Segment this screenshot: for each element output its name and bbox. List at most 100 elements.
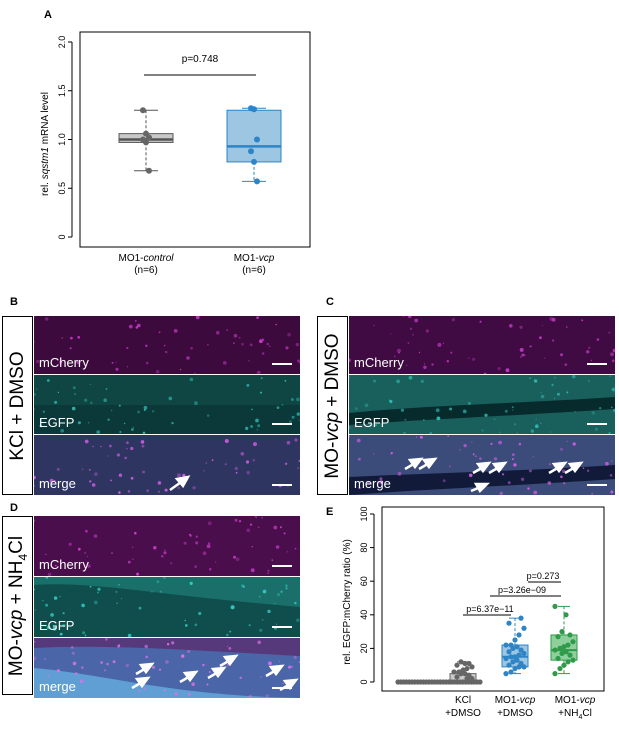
fluorescence-speckle [166,643,170,646]
data-point [458,659,464,665]
fluorescence-speckle [192,486,196,490]
fluorescence-speckle [194,401,198,406]
fluorescence-speckle [259,628,263,632]
fluorescence-speckle [448,465,451,468]
condition-label-d: MO-vcp + NH4Cl [2,516,33,695]
fluorescence-speckle [530,345,533,348]
fluorescence-speckle [551,383,554,387]
fluorescence-speckle [222,361,227,365]
chart-a-y-axis: 0 0.5 1.0 1.5 2.0 [57,36,73,240]
fluorescence-speckle [79,679,84,684]
fluorescence-speckle [533,490,538,495]
fluorescence-speckle [115,590,118,594]
fluorescence-speckle [358,486,361,490]
fluorescence-speckle [459,449,461,451]
fluorescence-speckle [52,688,55,692]
data-point [552,671,558,677]
fluorescence-speckle [84,551,87,554]
fluorescence-speckle [119,430,122,434]
fluorescence-speckle [265,694,269,698]
data-point [506,662,512,668]
fluorescence-speckle [105,638,108,641]
fluorescence-speckle [240,342,244,346]
fluorescence-speckle [468,402,471,405]
data-point [146,167,152,174]
fluorescence-speckle [93,534,98,538]
fluorescence-speckle [85,529,88,533]
data-point [512,637,518,643]
scale-bar [272,687,292,689]
fluorescence-speckle [572,442,576,446]
fluorescence-speckle [224,463,227,466]
fluorescence-speckle [164,488,168,492]
y-tick-label: 40 [359,610,369,620]
panel-label-a: A [44,9,52,21]
data-point [146,134,152,141]
data-point [251,158,257,165]
chart-e: rel. EGFP:mCherry ratio (%) 0 20 40 60 80 100… [342,506,605,721]
fluorescence-speckle [126,366,129,368]
fluorescence-speckle [84,439,89,444]
fluorescence-speckle [53,479,56,482]
fluorescence-speckle [541,324,544,327]
fluorescence-speckle [105,388,108,390]
fluorescence-speckle [81,468,84,470]
condition-label-b: KCl + DMSO [2,316,33,495]
fluorescence-speckle [58,360,63,365]
fluorescence-speckle [560,475,563,479]
fluorescence-speckle [511,458,514,461]
fluorescence-speckle [141,444,145,448]
fluorescence-speckle [134,531,137,535]
panel-label-e: E [326,506,334,518]
fluorescence-speckle [96,430,101,434]
fluorescence-speckle [91,483,96,487]
fluorescence-speckle [406,364,408,366]
fluorescence-speckle [118,473,123,477]
fluorescence-speckle [296,412,300,416]
fluorescence-speckle [284,462,288,465]
fluorescence-speckle [261,352,265,355]
fluorescence-speckle [512,453,515,456]
data-point [565,642,571,648]
fluorescence-speckle [34,340,35,343]
data-point [559,650,565,657]
fluorescence-speckle [479,457,482,460]
fluorescence-speckle [190,346,193,350]
fluorescence-speckle [493,418,496,420]
arrow [404,457,584,494]
data-point [555,655,561,662]
fluorescence-speckle [605,461,609,466]
fluorescence-speckle [521,353,525,357]
fluorescence-speckle [590,359,592,362]
fluorescence-speckle [271,559,274,562]
data-point [557,665,563,672]
fluorescence-speckle [53,596,58,600]
fluorescence-speckle [540,422,542,424]
scale-bar [587,423,607,425]
fluorescence-speckle [553,397,556,399]
fluorescence-speckle [54,400,58,404]
channel-label: merge [354,476,391,491]
fluorescence-speckle [544,357,546,359]
fluorescence-speckle [260,377,263,380]
fluorescence-speckle [255,418,259,423]
fluorescence-speckle [613,408,615,413]
fluorescence-speckle [475,455,477,458]
fluorescence-speckle [566,440,568,443]
data-point [254,178,260,185]
fluorescence-speckle [238,520,242,523]
fluorescence-speckle [349,358,351,362]
fluorescence-speckle [446,360,449,363]
fluorescence-speckle [93,600,98,605]
fluorescence-speckle [118,404,121,407]
y-tick-label: 20 [359,643,369,653]
data-point [570,639,576,645]
fluorescence-speckle [539,336,542,340]
fluorescence-speckle [407,316,412,319]
fluorescence-speckle [415,436,418,438]
data-point [503,642,509,648]
fluorescence-speckle [34,588,35,591]
chart-a-xlabel-control: MO1-control [118,253,174,264]
fluorescence-speckle [233,342,235,345]
fluorescence-speckle [507,481,511,485]
